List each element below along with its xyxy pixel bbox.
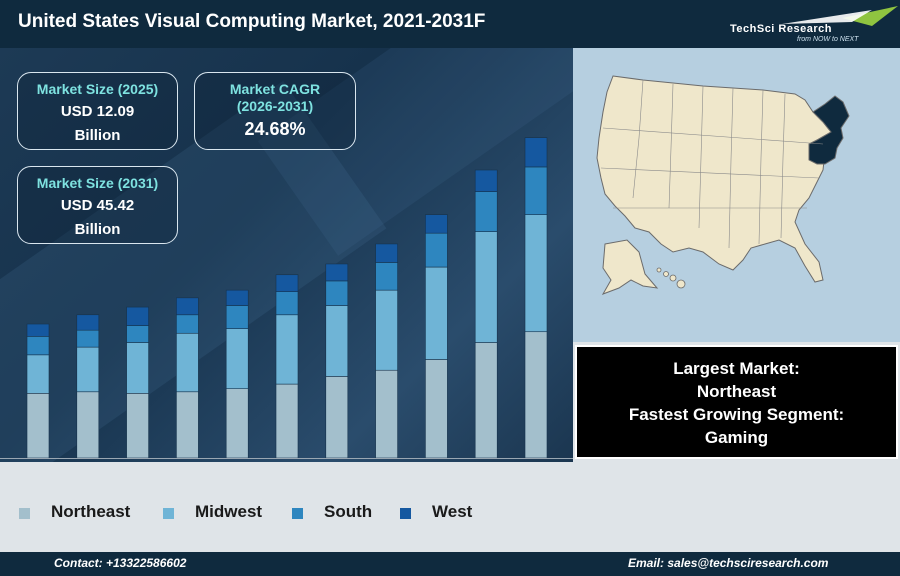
legend-label: South [324,502,373,521]
footer-bar: Contact: +13322586602 Email: sales@techs… [0,552,900,576]
bar-segment-south-2028f [375,262,398,291]
legend-label: Northeast [51,502,131,521]
contact-phone: Contact: +13322586602 [54,556,187,570]
legend-label: Midwest [195,502,263,521]
page-title: United States Visual Computing Market, 2… [18,11,486,32]
bar-segment-south-2024 [176,314,199,334]
legend-swatch [292,508,303,519]
kpi-value: USD 45.42 [60,197,135,214]
x-tick-label: 2025 [225,461,249,462]
stacked-bar-chart: 2021 2022 2023 2024 2025 2026E 2027F 2028F 2029F… [0,137,573,462]
legend-swatch [163,508,174,519]
bar-segment-northeast-2030f [474,342,498,459]
bar-segment-northeast-2028f [375,369,398,459]
kpi-value: 24.68% [244,119,306,139]
bar-segment-midwest-2027f [325,305,349,377]
bar-segment-midwest-2022 [76,346,100,393]
legend-label: West [432,502,473,521]
bar-segment-south-2026e [275,291,299,316]
bar-segment-west-2022 [76,314,100,331]
kpi-value: USD 12.09 [60,103,135,120]
bar-segment-midwest-2021 [26,354,50,394]
bar-segment-midwest-2030f [474,231,498,343]
bar-segment-northeast-2021 [26,393,50,459]
bar-segment-south-2023 [126,325,149,343]
x-tick-label: 2028F [371,461,402,462]
bar-segment-west-2021 [26,323,50,337]
brand-logo: TechSci Research from NOW to NEXT [722,4,898,46]
kpi-label-line2: (2026-2031) [236,98,314,114]
legend-swatch [400,508,411,519]
x-tick-label: 2027F [321,461,352,462]
us-map-panel [573,48,900,342]
logo-tagline: from NOW to NEXT [797,36,859,43]
kpi-label: Market CAGR (2026-2031) [195,81,355,115]
kpi-unit: Billion [74,127,121,144]
header-bar: United States Visual Computing Market, 2… [0,0,900,48]
x-tick-label: 2023 [125,461,149,462]
highlight-box: Largest Market: Northeast Fastest Growin… [575,345,898,459]
bar-segment-northeast-2029f [425,359,448,459]
bar-segment-midwest-2026e [275,314,299,385]
bar-segment-midwest-2025 [225,328,249,390]
bar-segment-northeast-2025 [225,388,249,459]
x-tick-label: 2026E [271,461,303,462]
x-tick-label: 2030F [471,461,502,462]
bar-segment-midwest-2029f [425,266,448,360]
x-tick-label: 2029F [421,461,452,462]
alaska-shape [601,239,659,295]
bar-segment-northeast-2026e [275,383,299,459]
us-map-icon [596,75,850,295]
bar-segment-west-2030f [474,169,498,192]
bar-segment-west-2025 [225,289,249,306]
bar-segment-midwest-2031f [524,214,548,333]
kpi-market-size-2025: Market Size (2025) USD 12.09 Billion [17,72,178,150]
kpi-label-line1: Market CAGR [229,81,321,97]
bar-segment-west-2024 [176,297,199,316]
largest-market-value: Northeast [696,382,777,401]
bar-segment-northeast-2022 [76,391,100,459]
fastest-segment-label: Fastest Growing Segment: [628,405,845,424]
largest-market-label: Largest Market: [673,359,800,378]
bar-segment-south-2030f [474,191,498,232]
bar-segment-west-2028f [375,243,398,263]
bar-segment-midwest-2023 [126,342,149,394]
kpi-unit: Billion [74,221,121,238]
bar-segment-midwest-2028f [375,289,398,371]
fastest-segment-value: Gaming [704,428,769,447]
bar-segment-west-2027f [325,263,349,282]
legend-swatch [19,508,30,519]
bar-segment-west-2023 [126,306,149,326]
hawaii-shape [656,267,686,289]
bar-segment-northeast-2031f [524,331,548,459]
bar-segment-south-2022 [76,329,100,348]
kpi-market-cagr: Market CAGR (2026-2031) 24.68% [194,72,356,150]
bar-segment-south-2031f [524,166,548,215]
x-tick-label: 2024 [175,461,200,462]
kpi-label: Market Size (2031) [36,175,159,191]
kpi-label: Market Size (2025) [36,81,159,97]
bar-segment-west-2026e [275,274,299,292]
contact-email: Email: sales@techsciresearch.com [628,556,829,570]
logo-swoosh-icon [782,6,898,26]
bar-segment-northeast-2023 [126,393,149,459]
bar-segment-northeast-2024 [176,391,199,459]
x-tick-label: 2022 [76,461,100,462]
logo-name: TechSci Research [730,23,832,35]
chart-legend: Northeast Midwest South West [0,462,900,552]
bar-segment-south-2025 [225,305,249,329]
bar-segment-west-2031f [524,137,548,168]
bar-segment-midwest-2024 [176,332,199,393]
bar-segment-west-2029f [425,214,448,234]
northeast-region-shape [808,95,850,165]
kpi-market-size-2031: Market Size (2031) USD 45.42 Billion [17,166,178,244]
bar-segment-south-2021 [26,336,50,356]
x-tick-label: 2021 [26,461,50,462]
bar-segment-south-2027f [325,280,349,306]
bar-segment-south-2029f [425,232,448,268]
x-tick-label: 2031F [520,461,551,462]
bar-segment-northeast-2027f [325,376,349,459]
